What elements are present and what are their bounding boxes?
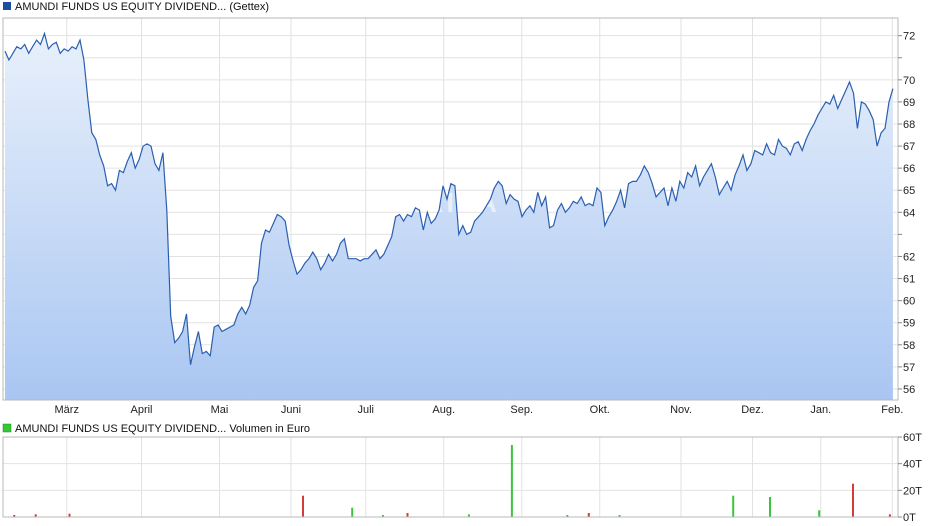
volume-tick-label: 40T bbox=[903, 459, 922, 471]
x-tick-label: Jan. bbox=[810, 404, 831, 416]
y-tick-label: 57 bbox=[903, 362, 915, 374]
price-legend-label: AMUNDI FUNDS US EQUITY DIVIDEND... (Gett… bbox=[15, 1, 269, 13]
volume-bar bbox=[68, 513, 71, 517]
y-tick-label: 65 bbox=[903, 185, 915, 197]
y-tick-label: 61 bbox=[903, 274, 915, 286]
volume-bar bbox=[587, 513, 590, 517]
price-panel-frame bbox=[2, 17, 899, 401]
volume-legend-label: AMUNDI FUNDS US EQUITY DIVIDEND... Volum… bbox=[15, 423, 310, 435]
price-series-line bbox=[4, 31, 894, 365]
y-tick-label: 66 bbox=[903, 163, 915, 175]
x-tick-label: März bbox=[55, 404, 79, 416]
volume-bars bbox=[13, 445, 891, 517]
volume-bar bbox=[467, 514, 470, 517]
x-tick-label: Juli bbox=[357, 404, 374, 416]
volume-bar bbox=[381, 515, 384, 517]
x-tick-label: Dez. bbox=[741, 404, 764, 416]
volume-bar bbox=[351, 507, 354, 517]
volume-panel-frame bbox=[2, 436, 899, 518]
volume-bar bbox=[510, 445, 513, 517]
volume-tick-label: 20T bbox=[903, 485, 922, 497]
volume-y-axis: 0T 20T 40T 60T bbox=[898, 432, 922, 524]
x-tick-label: Juni bbox=[281, 404, 301, 416]
y-tick-label: 67 bbox=[903, 141, 915, 153]
x-tick-label: Feb. bbox=[881, 404, 903, 416]
x-tick-label: Nov. bbox=[670, 404, 692, 416]
price-area-fill bbox=[5, 33, 893, 400]
volume-bar bbox=[302, 495, 304, 517]
volume-legend-swatch bbox=[2, 423, 12, 433]
y-tick-label: 69 bbox=[903, 97, 915, 109]
volume-bar bbox=[34, 514, 37, 517]
volume-bar bbox=[13, 515, 16, 517]
volume-bar bbox=[566, 515, 569, 517]
volume-tick-label: 0T bbox=[903, 512, 916, 524]
price-y-axis: 56 57 58 59 60 61 62 64 65 66 67 68 69 70 72 bbox=[898, 31, 915, 396]
x-tick-label: Mai bbox=[211, 404, 229, 416]
volume-bar bbox=[769, 497, 771, 517]
y-tick-label: 58 bbox=[903, 340, 915, 352]
volume-gridlines bbox=[3, 436, 898, 518]
x-axis-months: März April Mai Juni Juli Aug. Sep. Okt. Nov. Dez.… bbox=[55, 404, 904, 416]
y-tick-label: 68 bbox=[903, 119, 915, 131]
x-tick-label: Sep. bbox=[510, 404, 533, 416]
y-tick-label: 70 bbox=[903, 75, 915, 87]
y-tick-label: 60 bbox=[903, 296, 915, 308]
y-tick-label: 62 bbox=[903, 251, 915, 263]
volume-bar bbox=[818, 510, 821, 517]
y-tick-label: 59 bbox=[903, 318, 915, 330]
volume-bar bbox=[888, 514, 891, 517]
y-tick-label: 72 bbox=[903, 31, 915, 43]
volume-tick-label: 60T bbox=[903, 432, 922, 444]
x-tick-label: April bbox=[130, 404, 152, 416]
x-tick-label: Okt. bbox=[590, 404, 610, 416]
watermark: ARIVA bbox=[400, 187, 500, 218]
volume-bar bbox=[852, 483, 854, 517]
y-tick-label: 64 bbox=[903, 207, 915, 219]
y-tick-label: 56 bbox=[903, 384, 915, 396]
volume-bar bbox=[618, 515, 621, 517]
volume-bar bbox=[406, 513, 409, 517]
price-legend-swatch bbox=[3, 2, 11, 10]
volume-bar bbox=[732, 495, 735, 517]
x-tick-label: Aug. bbox=[432, 404, 455, 416]
